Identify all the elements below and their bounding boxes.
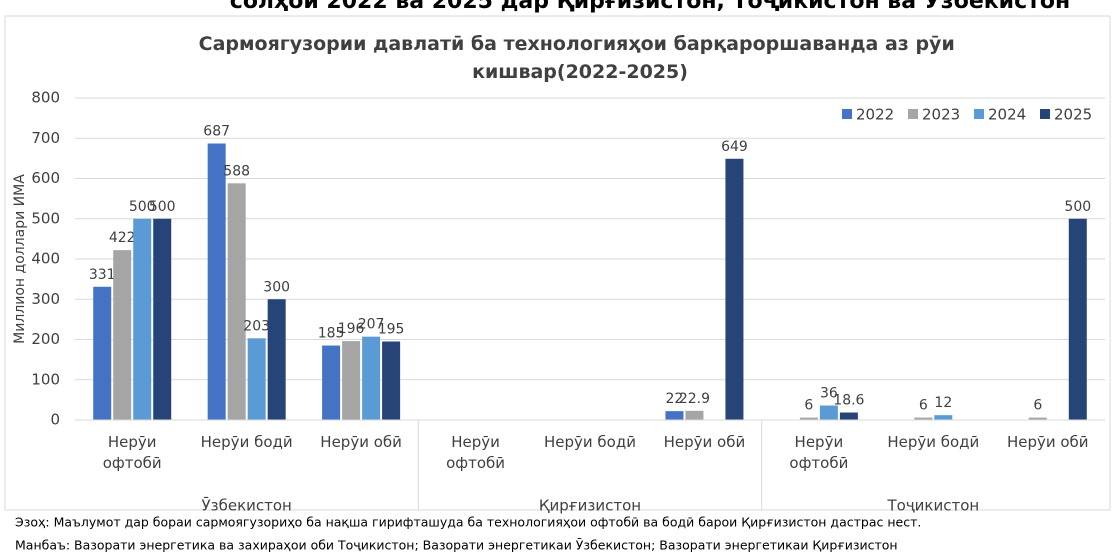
data-label: 6 xyxy=(1033,398,1042,414)
bar xyxy=(914,417,933,420)
data-label: 22 xyxy=(666,391,684,407)
bar xyxy=(665,411,684,420)
y-tick-label: 400 xyxy=(31,250,60,268)
data-label: 6 xyxy=(804,398,813,414)
data-label: 588 xyxy=(223,163,250,179)
chart-title: Сармоягузории давлатӣ ба технологияҳои б… xyxy=(199,33,962,83)
bar xyxy=(685,410,704,420)
legend-label: 2023 xyxy=(922,106,960,124)
data-label: 500 xyxy=(149,199,176,215)
bar xyxy=(227,183,246,420)
data-label: 300 xyxy=(263,279,290,295)
group-label: Тоҷикистон xyxy=(886,497,979,515)
bar xyxy=(819,405,838,420)
chart-frame xyxy=(4,15,1111,511)
bar xyxy=(934,415,953,420)
y-tick-label: 600 xyxy=(31,169,60,187)
x-tick-label: Нерӯи офтобӣ xyxy=(102,433,162,472)
y-tick-label: 800 xyxy=(31,89,60,107)
y-tick-label: 700 xyxy=(31,129,60,147)
bar xyxy=(799,417,818,420)
y-tick-label: 500 xyxy=(31,209,60,227)
bar xyxy=(839,412,858,420)
data-label: 687 xyxy=(203,123,230,139)
legend-swatch xyxy=(1040,109,1050,119)
y-axis-label: Миллион доллари ИМА xyxy=(12,174,28,344)
y-tick-label: 100 xyxy=(31,370,60,388)
bar xyxy=(362,336,381,420)
x-tick-label: Нерӯи обӣ xyxy=(1006,433,1089,451)
x-tick-label: Нерӯи офтобӣ xyxy=(789,433,849,472)
group-label: Қирғизистон xyxy=(539,497,641,515)
data-label: 12 xyxy=(934,395,952,411)
bar xyxy=(342,341,361,420)
legend-label: 2022 xyxy=(856,106,894,124)
legend-label: 2025 xyxy=(1054,106,1092,124)
data-label: 6 xyxy=(919,398,928,414)
bar xyxy=(247,338,266,420)
data-label: 422 xyxy=(109,230,136,246)
data-label: 203 xyxy=(243,318,270,334)
note: Эзоҳ: Маълумот дар бораи сармоягузориҳо … xyxy=(15,515,921,530)
legend-label: 2024 xyxy=(988,106,1026,124)
bar xyxy=(1028,417,1047,420)
bar xyxy=(382,341,401,420)
data-label: 18.6 xyxy=(833,393,864,409)
x-tick-label: Нерӯи офтобӣ xyxy=(446,433,505,472)
data-label: 331 xyxy=(89,267,116,283)
data-label: 195 xyxy=(378,322,405,338)
x-tick-label: Нерӯи обӣ xyxy=(320,433,402,451)
data-label: 36 xyxy=(820,386,838,402)
data-label: 196 xyxy=(338,321,365,337)
legend-swatch xyxy=(974,109,984,119)
bar xyxy=(113,250,132,420)
bar xyxy=(1068,218,1087,420)
y-tick-label: 0 xyxy=(50,411,60,429)
header: солҳои 2022 ва 2025 дар Қирғизистон, Тоҷ… xyxy=(230,0,1070,14)
bar xyxy=(267,299,286,420)
data-label: 185 xyxy=(318,326,345,342)
data-label: 649 xyxy=(721,139,748,155)
data-label: 500 xyxy=(1064,199,1091,215)
x-tick-label: Нерӯи бодӣ xyxy=(200,433,293,451)
x-tick-label: Нерӯи бодӣ xyxy=(544,433,636,451)
y-tick-label: 300 xyxy=(31,290,60,308)
y-tick-label: 200 xyxy=(31,330,60,348)
data-label: 207 xyxy=(358,317,385,333)
legend-swatch xyxy=(908,109,918,119)
bar xyxy=(725,158,744,420)
data-label: 500 xyxy=(129,199,156,215)
source: Манбаъ: Вазорати энергетика ва захираҳои… xyxy=(15,538,898,553)
bar xyxy=(153,218,172,420)
group-label: Ӯзбекистон xyxy=(201,497,291,515)
bar xyxy=(93,286,112,420)
bar xyxy=(207,143,226,421)
legend-swatch xyxy=(842,109,852,119)
x-tick-label: Нерӯи обӣ xyxy=(663,433,746,451)
x-tick-label: Нерӯи бодӣ xyxy=(887,433,980,451)
bar xyxy=(133,218,152,420)
data-label: 22.9 xyxy=(679,391,710,407)
bar xyxy=(322,345,341,420)
